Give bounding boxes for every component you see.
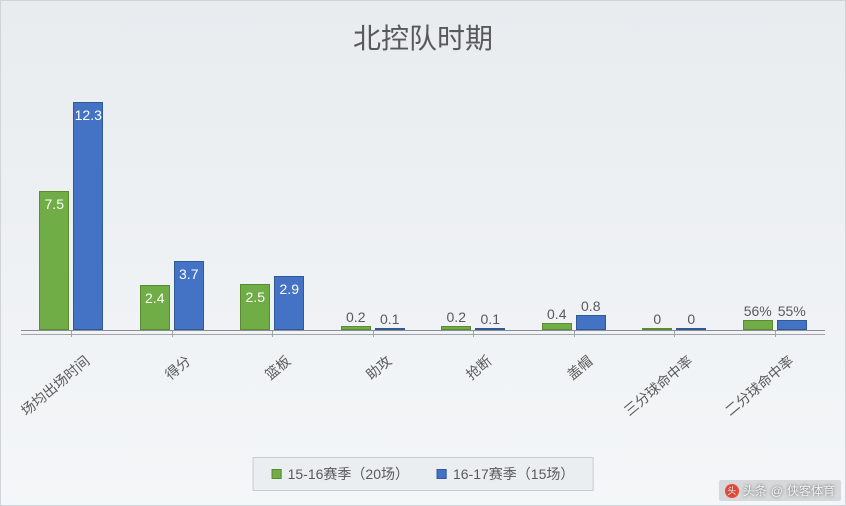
- x-tick-label: 抢断: [462, 351, 496, 384]
- legend-item: 15-16赛季（20场）: [272, 464, 409, 484]
- bar: 2.4: [140, 285, 170, 330]
- bar-value-label: 3.7: [179, 266, 198, 284]
- legend-swatch-icon: [272, 469, 282, 479]
- legend: 15-16赛季（20场） 16-17赛季（15场）: [253, 457, 594, 491]
- bar: 0: [642, 328, 672, 330]
- bar-value-label: 2.4: [145, 290, 164, 308]
- bar-value-label: 0.1: [380, 311, 399, 329]
- watermark: 头 头条 @ 侠客体育: [719, 480, 841, 501]
- watermark-at: @: [771, 484, 783, 498]
- bar-value-label: 0.4: [547, 306, 566, 324]
- bar: 12.3: [73, 102, 103, 330]
- legend-label: 16-17赛季（15场）: [453, 464, 574, 484]
- bar-group: 0.4 0.8: [524, 71, 625, 330]
- bar: 0.4: [542, 323, 572, 330]
- bar-group: 2.5 2.9: [222, 71, 323, 330]
- x-tick-label: 场均出场时间: [17, 351, 94, 420]
- bar-group: 2.4 3.7: [122, 71, 223, 330]
- bar: 0.8: [576, 315, 606, 330]
- x-tick: 篮板: [222, 341, 323, 451]
- x-tick-label: 助攻: [361, 351, 395, 384]
- x-tick-label: 得分: [160, 351, 194, 384]
- x-tick: 助攻: [323, 341, 424, 451]
- bar-value-label: 0.2: [447, 309, 466, 327]
- chart-title: 北控队时期: [1, 17, 845, 57]
- x-tick-label: 盖帽: [562, 351, 596, 384]
- bar: 0: [676, 328, 706, 330]
- plot-area: 7.512.32.43.72.52.90.20.10.20.10.40.8005…: [21, 71, 825, 331]
- bar-value-label: 2.5: [246, 289, 265, 307]
- x-tick: 抢断: [423, 341, 524, 451]
- bar: 3.7: [174, 261, 204, 330]
- x-axis: 场均出场时间 得分 篮板 助攻 抢断 盖帽三分球命中率二分球命中率: [21, 341, 825, 451]
- bar-groups: 7.512.32.43.72.52.90.20.10.20.10.40.8005…: [21, 71, 825, 330]
- bar: 55%: [777, 320, 807, 330]
- bar-group: 7.5 12.3: [21, 71, 122, 330]
- bar: 0.2: [341, 326, 371, 330]
- x-tick-label: 二分球命中率: [720, 351, 797, 420]
- bar-group: 0.2 0.1: [323, 71, 424, 330]
- bar-value-label: 56%: [744, 303, 772, 321]
- legend-label: 15-16赛季（20场）: [288, 464, 409, 484]
- watermark-name: 侠客体育: [787, 482, 835, 499]
- bar-value-label: 0.2: [346, 309, 365, 327]
- legend-item: 16-17赛季（15场）: [437, 464, 574, 484]
- bar-value-label: 55%: [778, 303, 806, 321]
- x-tick-label: 篮板: [261, 351, 295, 384]
- watermark-prefix: 头条: [743, 482, 767, 499]
- bar: 0.1: [375, 328, 405, 330]
- bar: 7.5: [39, 191, 69, 330]
- x-tick: 盖帽: [524, 341, 625, 451]
- x-tick: 得分: [122, 341, 223, 451]
- x-tick-label: 三分球命中率: [620, 351, 697, 420]
- x-tick: 场均出场时间: [21, 341, 122, 451]
- chart-container: 北控队时期 7.5 12.3 2.4 3.7 2.5 2.9 0.2 0.1 0.2 0.1 0.4…: [0, 0, 846, 506]
- bar: 2.9: [274, 276, 304, 330]
- bar-group: 0.2 0.1: [423, 71, 524, 330]
- bar-value-label: 0.8: [581, 298, 600, 316]
- bar: 2.5: [240, 284, 270, 330]
- watermark-logo-icon: 头: [725, 484, 739, 498]
- legend-swatch-icon: [437, 469, 447, 479]
- bar-value-label: 0.1: [481, 311, 500, 329]
- bar-value-label: 2.9: [280, 281, 299, 299]
- bar-group: 56% 55%: [725, 71, 826, 330]
- bar: 0.1: [475, 328, 505, 330]
- bar: 0.2: [441, 326, 471, 330]
- bar: 56%: [743, 320, 773, 330]
- bar-value-label: 7.5: [45, 196, 64, 214]
- x-tick: 三分球命中率: [624, 341, 725, 451]
- bar-value-label: 12.3: [75, 107, 102, 125]
- bar-value-label: 0: [687, 311, 695, 329]
- x-tick: 二分球命中率: [725, 341, 826, 451]
- bar-group: 00: [624, 71, 725, 330]
- bar-value-label: 0: [653, 311, 661, 329]
